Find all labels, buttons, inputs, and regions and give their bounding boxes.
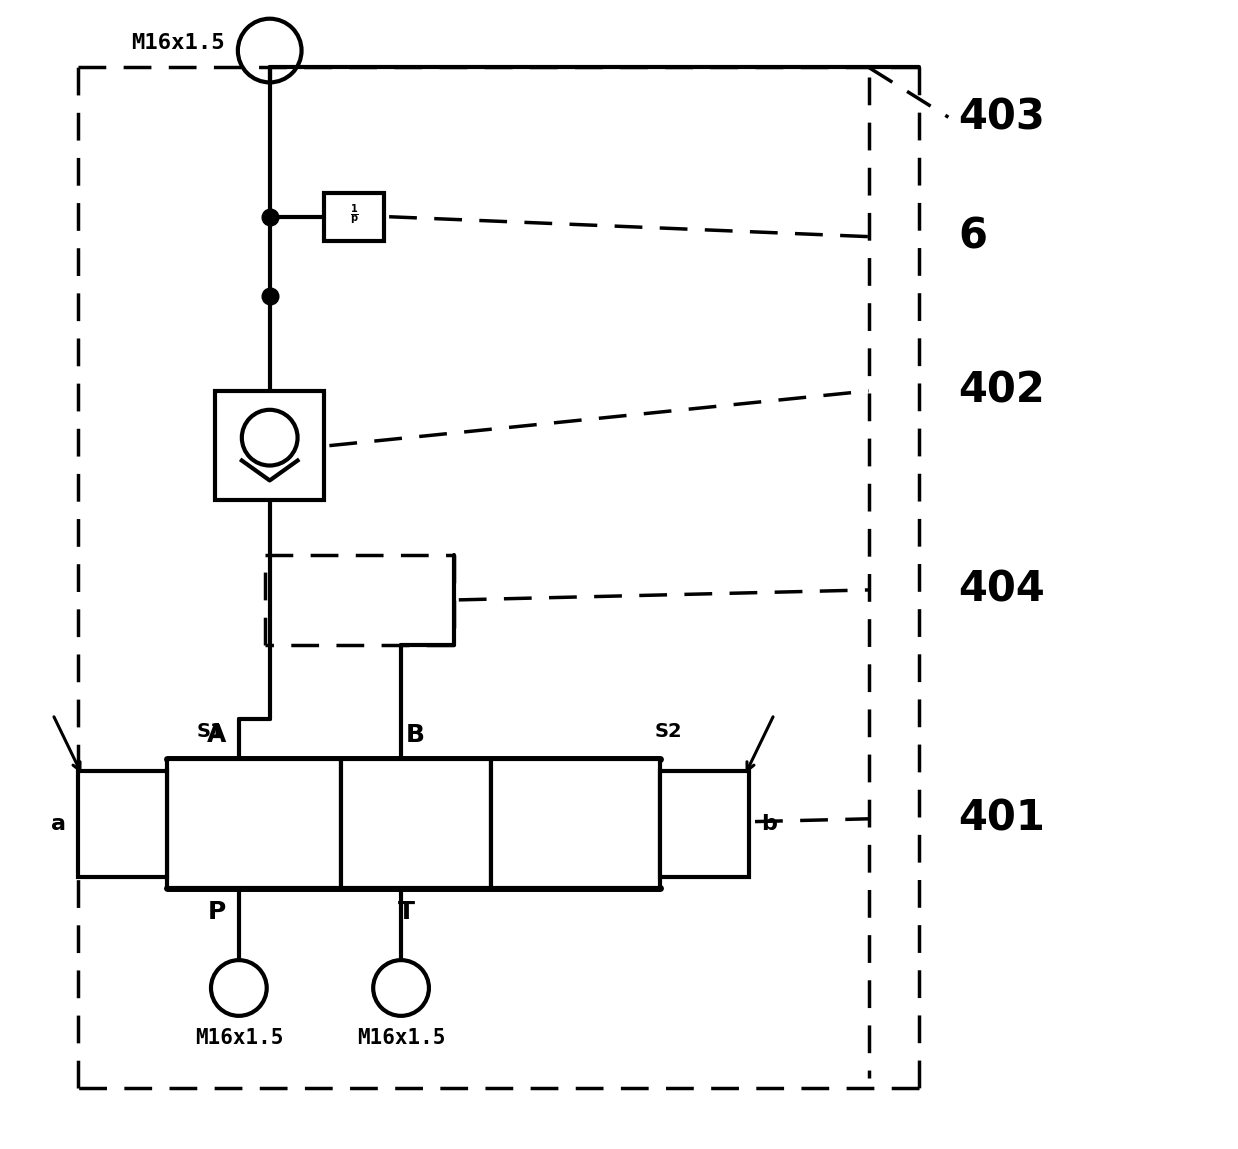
Text: 401: 401 — [958, 797, 1045, 840]
Bar — [660, 771, 749, 877]
Text: 404: 404 — [958, 569, 1045, 611]
Text: 6: 6 — [958, 216, 988, 257]
Bar — [215, 391, 324, 500]
Text: S1: S1 — [197, 723, 224, 741]
Text: M16x1.5: M16x1.5 — [131, 32, 225, 53]
Text: $\mathbf{\frac{1}{p}}$: $\mathbf{\frac{1}{p}}$ — [350, 202, 359, 228]
Text: 403: 403 — [958, 97, 1045, 138]
Text: M16x1.5: M16x1.5 — [357, 1028, 446, 1048]
Text: T: T — [397, 901, 415, 925]
Text: M16x1.5: M16x1.5 — [194, 1028, 284, 1048]
Text: a: a — [51, 813, 66, 834]
Text: A: A — [207, 723, 227, 747]
Bar — [167, 759, 342, 888]
Text: P: P — [208, 901, 227, 925]
Text: 402: 402 — [958, 370, 1045, 411]
Text: b: b — [761, 813, 777, 834]
Bar — [324, 193, 384, 240]
Bar — [342, 759, 490, 888]
Text: S2: S2 — [655, 723, 682, 741]
Text: B: B — [406, 723, 425, 747]
Bar — [490, 759, 660, 888]
Bar — [78, 771, 167, 877]
